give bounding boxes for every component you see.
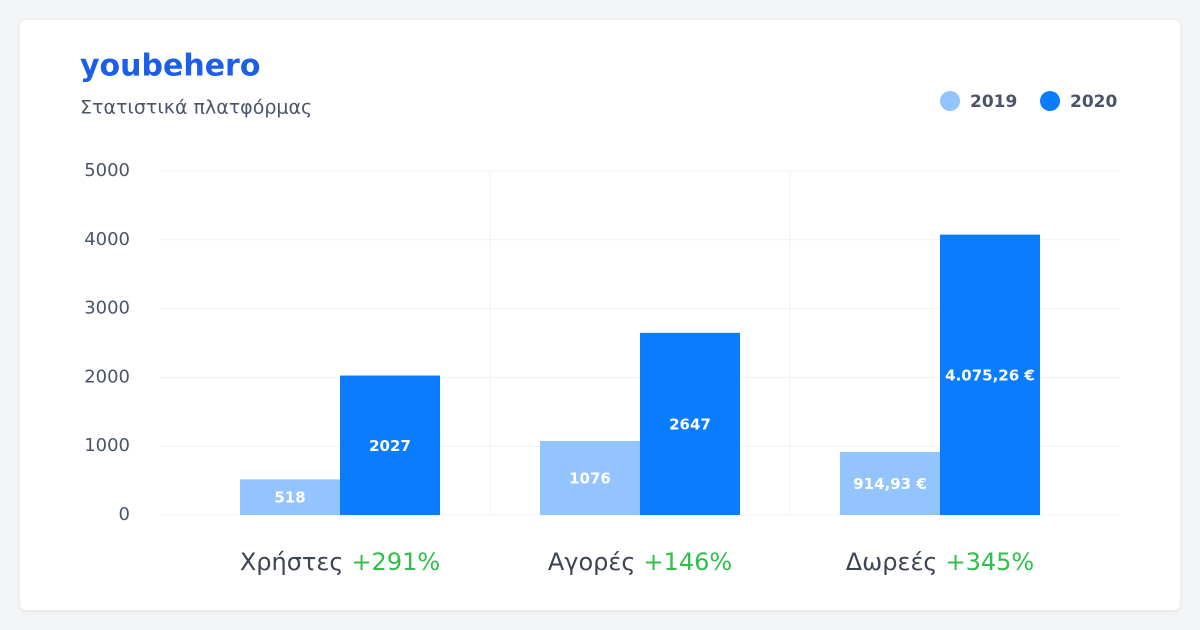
category-name: Δωρεές — [846, 548, 938, 576]
y-tick-label: 5000 — [84, 160, 130, 181]
category-label: Χρήστες +291% — [240, 548, 440, 576]
bar — [340, 375, 440, 515]
growth-label: +345% — [946, 548, 1035, 576]
category-name: Αγορές — [548, 548, 636, 576]
legend-label: 2019 — [970, 92, 1017, 112]
data-label: 1076 — [569, 469, 611, 487]
data-label: 2647 — [669, 415, 711, 433]
y-tick-label: 1000 — [84, 435, 130, 456]
bar — [240, 479, 340, 515]
growth-label: +146% — [643, 548, 732, 576]
data-label: 914,93 € — [853, 475, 927, 493]
data-label: 2027 — [369, 437, 411, 455]
bar — [640, 332, 740, 515]
category-label: Δωρεές +345% — [846, 548, 1035, 576]
legend-label: 2020 — [1070, 92, 1117, 112]
brand: youbehero — [80, 49, 260, 84]
y-tick-label: 4000 — [84, 229, 130, 250]
bar — [940, 234, 1040, 515]
y-tick-label: 0 — [119, 504, 130, 525]
subtitle: Στατιστικά πλατφόρμας — [80, 97, 312, 119]
data-label: 4.075,26 € — [945, 366, 1035, 384]
growth-label: +291% — [351, 548, 440, 576]
bar — [840, 452, 940, 515]
y-tick-label: 2000 — [84, 366, 130, 387]
y-tick-label: 3000 — [84, 298, 130, 319]
bar — [540, 440, 640, 515]
data-label: 518 — [274, 489, 305, 507]
legend-swatch — [940, 91, 960, 111]
category-name: Χρήστες — [240, 548, 344, 576]
legend-swatch — [1040, 91, 1060, 111]
category-label: Αγορές +146% — [548, 548, 732, 576]
